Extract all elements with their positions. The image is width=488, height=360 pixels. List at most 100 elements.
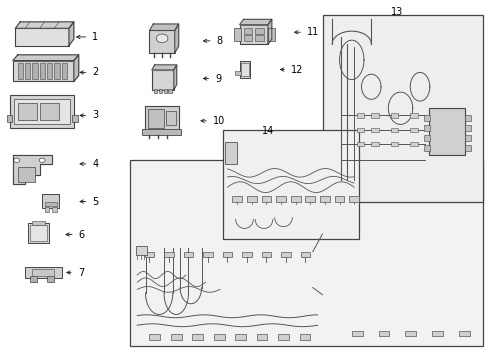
Text: 1: 1	[92, 32, 98, 42]
Bar	[44, 207, 49, 212]
Circle shape	[14, 158, 20, 162]
Bar	[170, 334, 181, 339]
Bar	[149, 334, 160, 339]
Polygon shape	[173, 65, 176, 90]
Polygon shape	[13, 55, 79, 60]
Bar	[165, 111, 175, 125]
Bar	[465, 115, 470, 121]
Polygon shape	[239, 19, 271, 25]
Bar	[281, 252, 290, 257]
Bar	[465, 125, 470, 131]
Bar	[40, 63, 45, 79]
Bar	[465, 145, 470, 151]
Polygon shape	[69, 22, 74, 45]
Text: 12: 12	[290, 64, 303, 75]
Bar	[423, 145, 429, 151]
Bar	[235, 334, 245, 339]
Bar	[428, 108, 465, 155]
Bar	[32, 221, 44, 225]
Bar	[261, 196, 271, 202]
Text: 7: 7	[78, 267, 84, 278]
Text: 2: 2	[92, 67, 99, 77]
Bar	[183, 252, 193, 257]
Bar	[40, 103, 59, 121]
Bar	[25, 63, 30, 79]
Bar	[144, 252, 154, 257]
Bar	[243, 28, 252, 34]
Bar	[255, 28, 264, 34]
Bar	[27, 223, 49, 243]
Bar	[334, 196, 344, 202]
Bar	[300, 252, 310, 257]
Text: 6: 6	[79, 230, 84, 239]
Bar	[370, 128, 378, 132]
Bar	[144, 106, 178, 131]
Bar	[305, 196, 315, 202]
Text: 8: 8	[216, 36, 223, 46]
Polygon shape	[152, 65, 176, 70]
Text: 13: 13	[390, 7, 402, 17]
Bar	[322, 15, 483, 202]
Bar	[409, 128, 417, 132]
Bar	[47, 276, 54, 282]
Bar	[14, 99, 70, 124]
Bar	[320, 196, 329, 202]
Text: 4: 4	[92, 159, 98, 169]
Polygon shape	[174, 24, 178, 53]
Bar	[136, 246, 147, 255]
Bar	[465, 135, 470, 141]
Bar	[32, 63, 38, 79]
Bar	[239, 60, 250, 78]
Bar	[356, 113, 363, 118]
Bar	[130, 160, 483, 346]
Bar	[241, 63, 248, 76]
Bar	[154, 89, 157, 93]
Bar	[213, 334, 224, 339]
Bar	[25, 267, 61, 278]
Bar	[370, 113, 378, 118]
Polygon shape	[149, 24, 178, 31]
Bar	[232, 196, 242, 202]
Bar	[32, 269, 54, 276]
Bar	[351, 330, 362, 336]
Circle shape	[39, 158, 45, 162]
Bar	[423, 115, 429, 121]
Bar	[255, 36, 264, 41]
Bar	[222, 252, 232, 257]
Bar	[356, 128, 363, 132]
Bar	[405, 330, 415, 336]
Bar	[233, 28, 241, 41]
Bar	[239, 25, 267, 44]
Bar	[278, 334, 288, 339]
Bar	[423, 135, 429, 141]
Bar	[10, 95, 74, 128]
Bar	[256, 334, 267, 339]
Bar	[44, 202, 57, 206]
Bar	[13, 60, 74, 81]
Bar	[61, 63, 67, 79]
Bar	[299, 334, 310, 339]
Bar	[72, 115, 78, 122]
Text: 5: 5	[92, 197, 99, 207]
Bar	[348, 196, 358, 202]
Bar	[152, 70, 173, 90]
Circle shape	[156, 34, 167, 42]
Bar	[423, 125, 429, 131]
Bar	[242, 252, 251, 257]
Bar	[246, 196, 256, 202]
Bar	[18, 167, 35, 182]
Bar	[142, 130, 181, 135]
Bar	[234, 71, 240, 75]
Bar	[30, 225, 47, 241]
Bar	[6, 115, 12, 122]
Bar	[54, 63, 60, 79]
Bar	[30, 276, 37, 282]
Text: 9: 9	[215, 73, 221, 84]
Bar	[261, 252, 271, 257]
Bar	[158, 89, 162, 93]
Polygon shape	[267, 19, 271, 44]
Bar	[356, 142, 363, 146]
Bar	[222, 130, 358, 239]
Bar	[390, 128, 397, 132]
Bar	[390, 142, 397, 146]
